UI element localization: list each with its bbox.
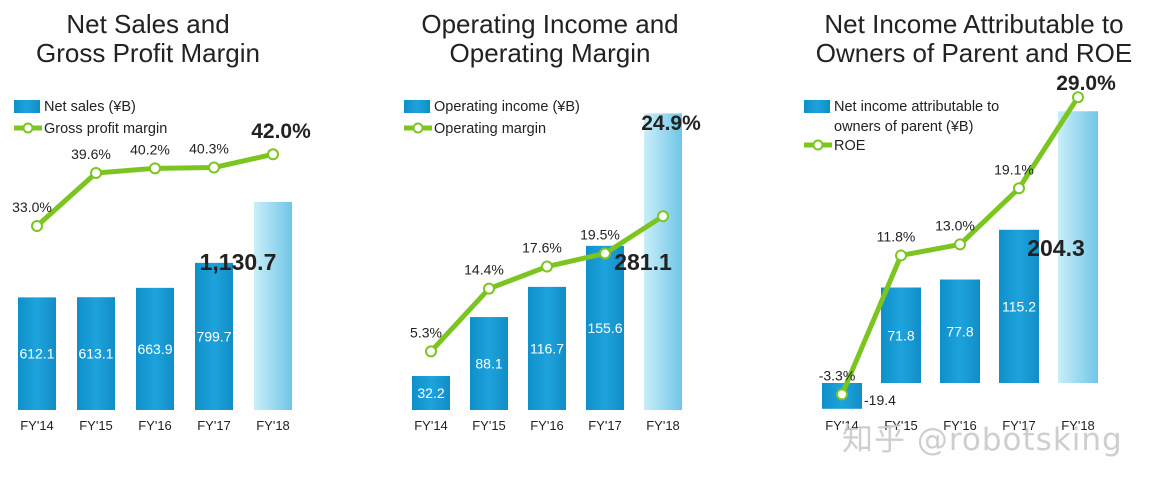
line-value-label: 40.2% <box>130 141 170 157</box>
line-value-label: 14.4% <box>464 262 504 278</box>
legend-line-marker <box>412 122 424 134</box>
chart-title: Operating Income and Operating Margin <box>421 9 678 68</box>
bar-FY17 <box>195 262 233 410</box>
legend-line-label: ROE <box>834 138 866 154</box>
legend-bar-swatch <box>14 100 40 113</box>
line-value-label: 19.5% <box>580 226 620 242</box>
line-marker <box>836 388 848 401</box>
category-tick-label: FY'16 <box>530 418 564 433</box>
bar-value-label: 115.2 <box>1002 298 1036 314</box>
chart-net-income: Net Income Attributable to Owners of Pare… <box>790 0 1150 483</box>
bar-value-label: 612.1 <box>19 346 54 362</box>
line-marker <box>895 249 907 262</box>
bar-value-label: 281.1 <box>614 249 672 275</box>
bar-value-label: 88.1 <box>475 356 502 372</box>
category-tick-label: FY'15 <box>884 418 918 433</box>
bar-FY16 <box>136 287 174 410</box>
bar-value-label: 77.8 <box>946 323 973 339</box>
line-value-label: 29.0% <box>1056 72 1116 95</box>
line-marker <box>541 260 553 273</box>
line-value-label: 40.3% <box>189 141 229 157</box>
bar-FY16 <box>940 279 980 383</box>
line-marker <box>31 220 43 232</box>
category-tick-label: FY'14 <box>20 418 54 433</box>
bar-value-label: 155.6 <box>587 320 622 336</box>
line-value-label: 17.6% <box>522 240 562 256</box>
bar-FY14 <box>412 376 450 410</box>
category-tick-label: FY'17 <box>197 418 231 433</box>
legend-bar-label: Operating income (¥B) <box>434 99 580 115</box>
line-value-label: 19.1% <box>994 161 1034 177</box>
bar-value-label: 116.7 <box>530 340 564 356</box>
legend-line-marker <box>812 139 824 151</box>
category-tick-label: FY'18 <box>646 418 680 433</box>
line-marker <box>267 148 279 161</box>
line-marker <box>483 282 495 295</box>
line-marker <box>208 161 220 174</box>
chart-net-sales: Net Sales and Gross Profit Margin Net sale… <box>0 0 330 483</box>
bar-FY17 <box>999 229 1039 383</box>
bar-FY18 <box>644 113 682 410</box>
category-tick-label: FY'16 <box>138 418 172 433</box>
category-tick-label: FY'17 <box>588 418 622 433</box>
category-tick-label: FY'16 <box>943 418 977 433</box>
legend-line-marker <box>22 122 34 134</box>
line-value-label: 11.8% <box>877 228 916 244</box>
legend-line-label: Gross profit margin <box>44 121 167 137</box>
bar-value-label: 799.7 <box>196 328 231 344</box>
line-marker <box>90 167 102 179</box>
line-marker <box>954 238 966 251</box>
line-value-label: 42.0% <box>251 120 311 143</box>
legend-bar-swatch <box>404 100 430 113</box>
legend-bar-swatch <box>804 100 830 113</box>
category-tick-label: FY'18 <box>1061 418 1095 433</box>
bar-FY15 <box>881 287 921 383</box>
bar-FY15 <box>77 297 115 410</box>
bar-FY18 <box>1058 111 1098 383</box>
legend-line-label: Operating margin <box>434 121 546 137</box>
bar-value-label: 71.8 <box>887 327 914 343</box>
line-value-label: 33.0% <box>12 199 52 215</box>
line-value-label: 5.3% <box>410 324 442 340</box>
category-tick-label: FY'15 <box>79 418 113 433</box>
category-tick-label: FY'15 <box>472 418 506 433</box>
line-marker <box>599 247 611 260</box>
chart-title: Net Income Attributable to Owners of Pare… <box>816 9 1132 68</box>
bar-FY14 <box>18 297 56 410</box>
line-value-label: 24.9% <box>641 112 701 135</box>
line-value-label: -3.3% <box>819 367 856 383</box>
bar-value-label: 1,130.7 <box>200 249 277 275</box>
bar-value-label: 613.1 <box>78 346 113 362</box>
watermark-text: 知乎 @robotsking <box>842 422 1123 458</box>
chart-net-sales-svg: Net Sales and Gross Profit Margin Net sale… <box>12 9 311 433</box>
bar-value-label: -19.4 <box>864 392 896 408</box>
bar-FY18 <box>254 201 292 410</box>
chart-operating-income-svg: Operating Income and Operating Margin Oper… <box>404 9 701 433</box>
bar-value-label: 204.3 <box>1027 235 1085 261</box>
bar-FY17 <box>586 245 624 410</box>
chart-title: Net Sales and Gross Profit Margin <box>36 9 260 68</box>
legend-bar-label: Net income attributable to owners of pare… <box>834 99 999 135</box>
line-marker <box>425 345 437 358</box>
chart-operating-income: Operating Income and Operating Margin Oper… <box>390 0 720 483</box>
category-tick-label: FY'14 <box>825 418 859 433</box>
chart-net-income-svg: Net Income Attributable to Owners of Pare… <box>804 9 1132 433</box>
legend-bar-label: Net sales (¥B) <box>44 99 136 115</box>
category-tick-label: FY'14 <box>414 418 448 433</box>
line-value-label: 39.6% <box>71 146 111 162</box>
category-tick-label: FY'17 <box>1002 418 1036 433</box>
line-marker <box>1072 91 1084 104</box>
line-marker <box>149 162 161 175</box>
line-marker <box>1013 182 1025 195</box>
category-tick-label: FY'18 <box>256 418 290 433</box>
bar-FY15 <box>470 317 508 410</box>
line-value-label: 13.0% <box>935 217 975 233</box>
line-marker <box>657 210 669 223</box>
bar-value-label: 663.9 <box>137 341 172 357</box>
bar-value-label: 32.2 <box>417 385 444 401</box>
bar-FY16 <box>528 286 566 410</box>
